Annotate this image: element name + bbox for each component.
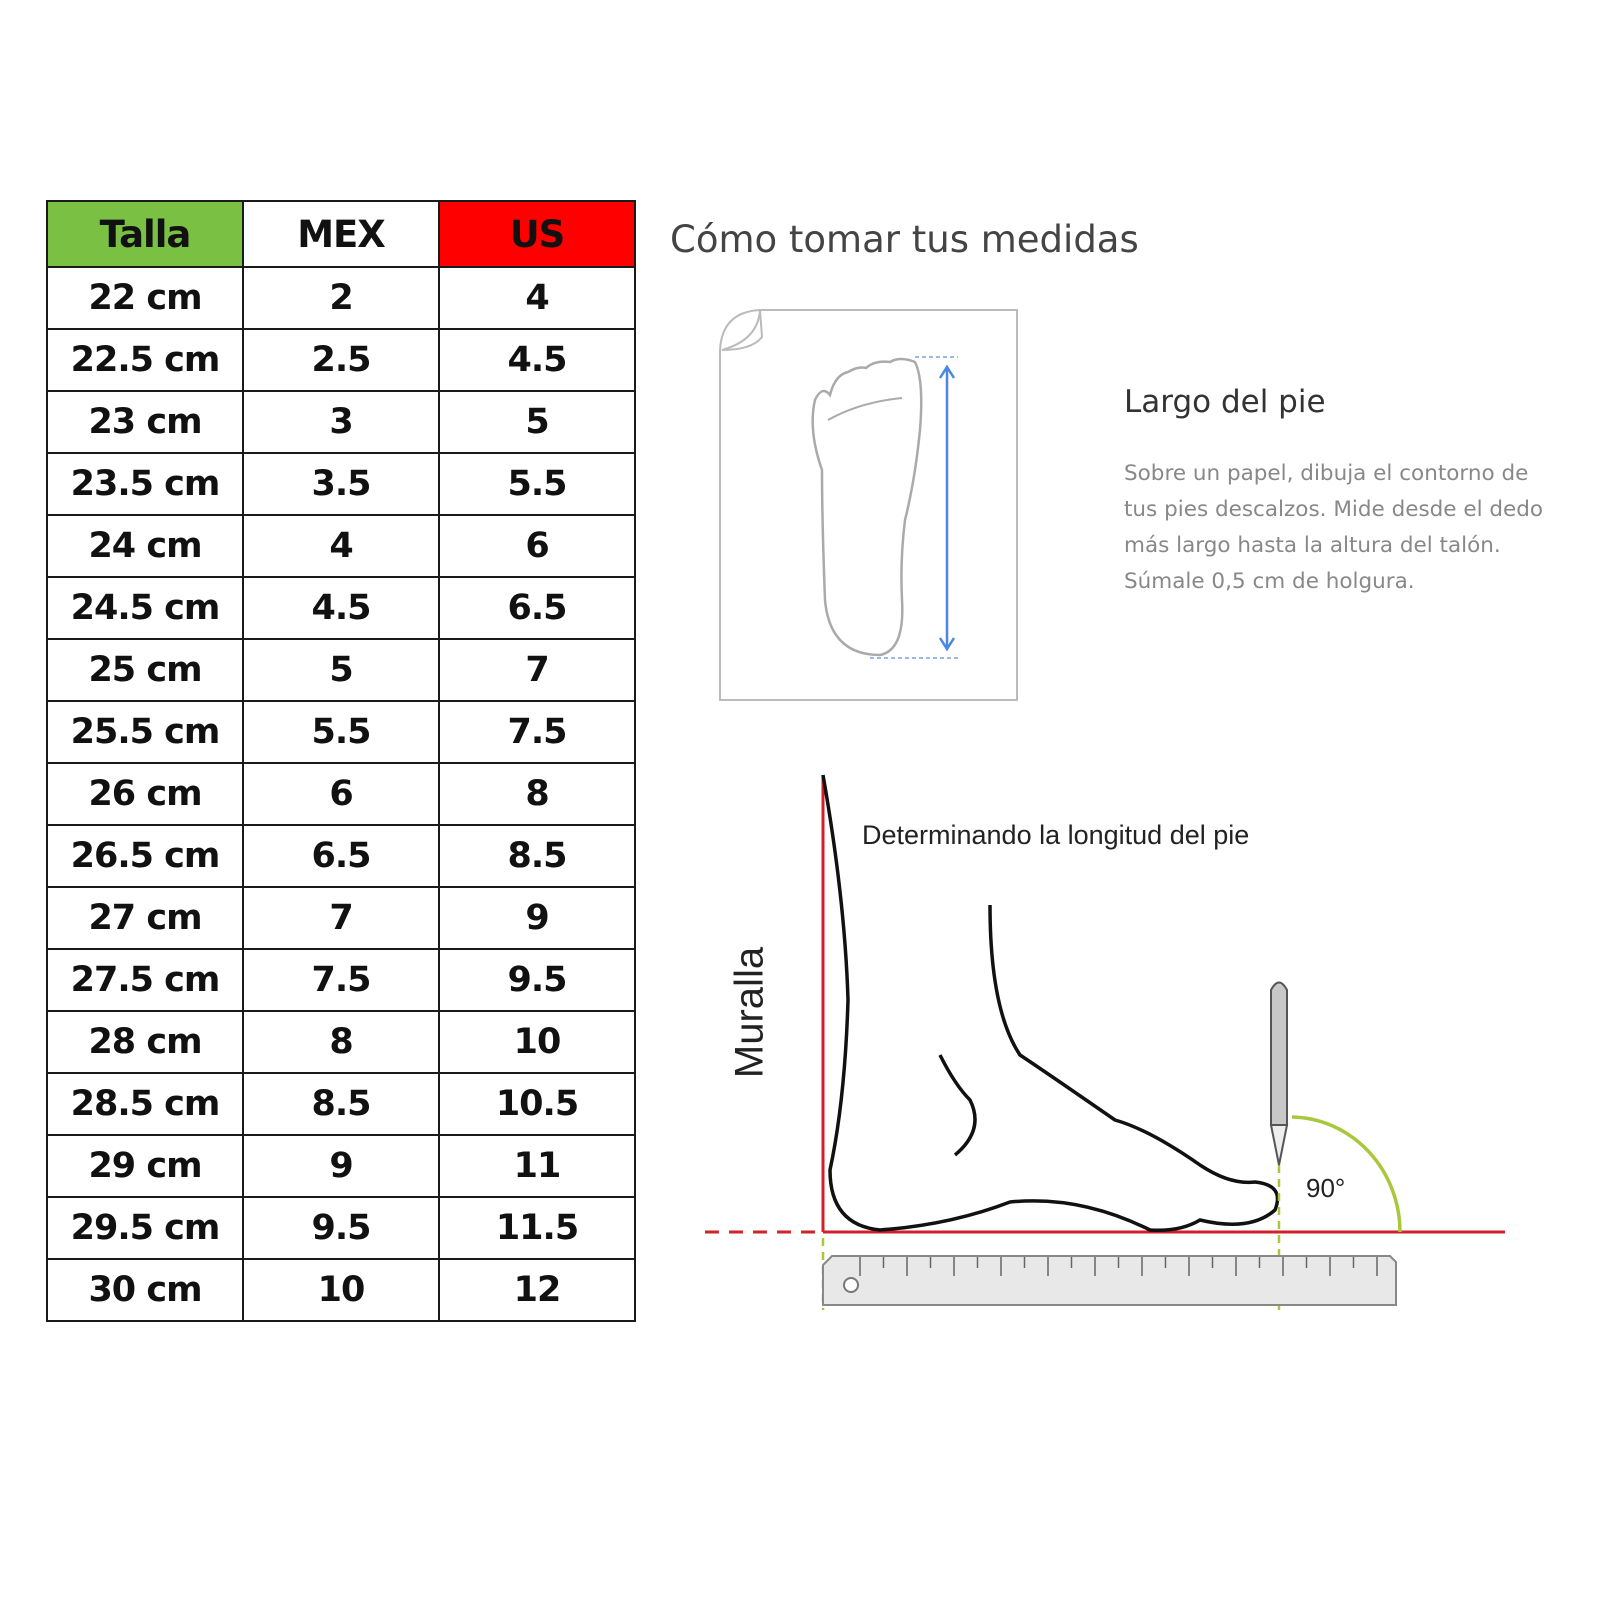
cell-talla: 23.5 cm: [46, 452, 244, 516]
cell-us: 7: [438, 638, 636, 702]
table-row: 22.5 cm 2.5 4.5: [46, 328, 636, 392]
cell-talla: 27.5 cm: [46, 948, 244, 1012]
cell-mex: 5: [242, 638, 440, 702]
table-row: 28.5 cm 8.5 10.5: [46, 1072, 636, 1136]
cell-us: 12: [438, 1258, 636, 1322]
table-row: 30 cm 10 12: [46, 1258, 636, 1322]
cell-talla: 22 cm: [46, 266, 244, 330]
cell-mex: 5.5: [242, 700, 440, 764]
paper-foot-outline-icon: [719, 309, 1018, 701]
cell-mex: 8: [242, 1010, 440, 1074]
cell-us: 6.5: [438, 576, 636, 640]
table-row: 26.5 cm 6.5 8.5: [46, 824, 636, 888]
cell-us: 7.5: [438, 700, 636, 764]
angle-label: 90°: [1306, 1173, 1346, 1203]
table-row: 22 cm 2 4: [46, 266, 636, 330]
header-talla: Talla: [46, 200, 244, 268]
cell-mex: 9: [242, 1134, 440, 1198]
cell-talla: 26.5 cm: [46, 824, 244, 888]
header-mex: MEX: [242, 200, 440, 268]
cell-us: 4.5: [438, 328, 636, 392]
table-row: 23.5 cm 3.5 5.5: [46, 452, 636, 516]
table-row: 25 cm 5 7: [46, 638, 636, 702]
cell-talla: 28.5 cm: [46, 1072, 244, 1136]
table-row: 29 cm 9 11: [46, 1134, 636, 1198]
table-row: 24 cm 4 6: [46, 514, 636, 578]
cell-talla: 24.5 cm: [46, 576, 244, 640]
guide-title: Cómo tomar tus medidas: [670, 218, 1139, 261]
cell-talla: 29.5 cm: [46, 1196, 244, 1260]
cell-talla: 22.5 cm: [46, 328, 244, 392]
table-row: 24.5 cm 4.5 6.5: [46, 576, 636, 640]
cell-us: 8.5: [438, 824, 636, 888]
section-description: Sobre un papel, dibuja el contorno de tu…: [1124, 461, 1544, 594]
cell-talla: 26 cm: [46, 762, 244, 826]
table-row: 27 cm 7 9: [46, 886, 636, 950]
cell-mex: 4.5: [242, 576, 440, 640]
cell-talla: 24 cm: [46, 514, 244, 578]
cell-talla: 27 cm: [46, 886, 244, 950]
cell-mex: 6: [242, 762, 440, 826]
header-us: US: [438, 200, 636, 268]
pencil-icon: [1269, 981, 1289, 1166]
cell-mex: 2: [242, 266, 440, 330]
table-row: 25.5 cm 5.5 7.5: [46, 700, 636, 764]
size-table: Talla MEX US 22 cm 2 4 22.5 cm 2.5 4.5 23 cm 3 5…: [46, 200, 636, 1322]
side-foot-diagram-icon: [705, 774, 1505, 1310]
cell-talla: 30 cm: [46, 1258, 244, 1322]
table-row: 27.5 cm 7.5 9.5: [46, 948, 636, 1012]
cell-mex: 3.5: [242, 452, 440, 516]
cell-talla: 25.5 cm: [46, 700, 244, 764]
cell-mex: 6.5: [242, 824, 440, 888]
table-row: 26 cm 6 8: [46, 762, 636, 826]
cell-talla: 23 cm: [46, 390, 244, 454]
cell-us: 5: [438, 390, 636, 454]
cell-us: 10: [438, 1010, 636, 1074]
cell-talla: 25 cm: [46, 638, 244, 702]
cell-mex: 7: [242, 886, 440, 950]
cell-us: 5.5: [438, 452, 636, 516]
cell-mex: 2.5: [242, 328, 440, 392]
table-row: 28 cm 8 10: [46, 1010, 636, 1074]
cell-mex: 7.5: [242, 948, 440, 1012]
cell-mex: 10: [242, 1258, 440, 1322]
cell-us: 10.5: [438, 1072, 636, 1136]
section-title: Largo del pie: [1124, 384, 1326, 420]
ruler-icon: [822, 1255, 1397, 1306]
table-header-row: Talla MEX US: [46, 200, 636, 268]
cell-us: 4: [438, 266, 636, 330]
diagram-title: Determinando la longitud del pie: [862, 820, 1250, 850]
cell-talla: 28 cm: [46, 1010, 244, 1074]
cell-us: 11: [438, 1134, 636, 1198]
cell-us: 9.5: [438, 948, 636, 1012]
cell-mex: 8.5: [242, 1072, 440, 1136]
table-row: 23 cm 3 5: [46, 390, 636, 454]
cell-mex: 3: [242, 390, 440, 454]
cell-mex: 4: [242, 514, 440, 578]
cell-mex: 9.5: [242, 1196, 440, 1260]
cell-us: 9: [438, 886, 636, 950]
cell-talla: 29 cm: [46, 1134, 244, 1198]
cell-us: 11.5: [438, 1196, 636, 1260]
table-row: 29.5 cm 9.5 11.5: [46, 1196, 636, 1260]
cell-us: 6: [438, 514, 636, 578]
cell-us: 8: [438, 762, 636, 826]
